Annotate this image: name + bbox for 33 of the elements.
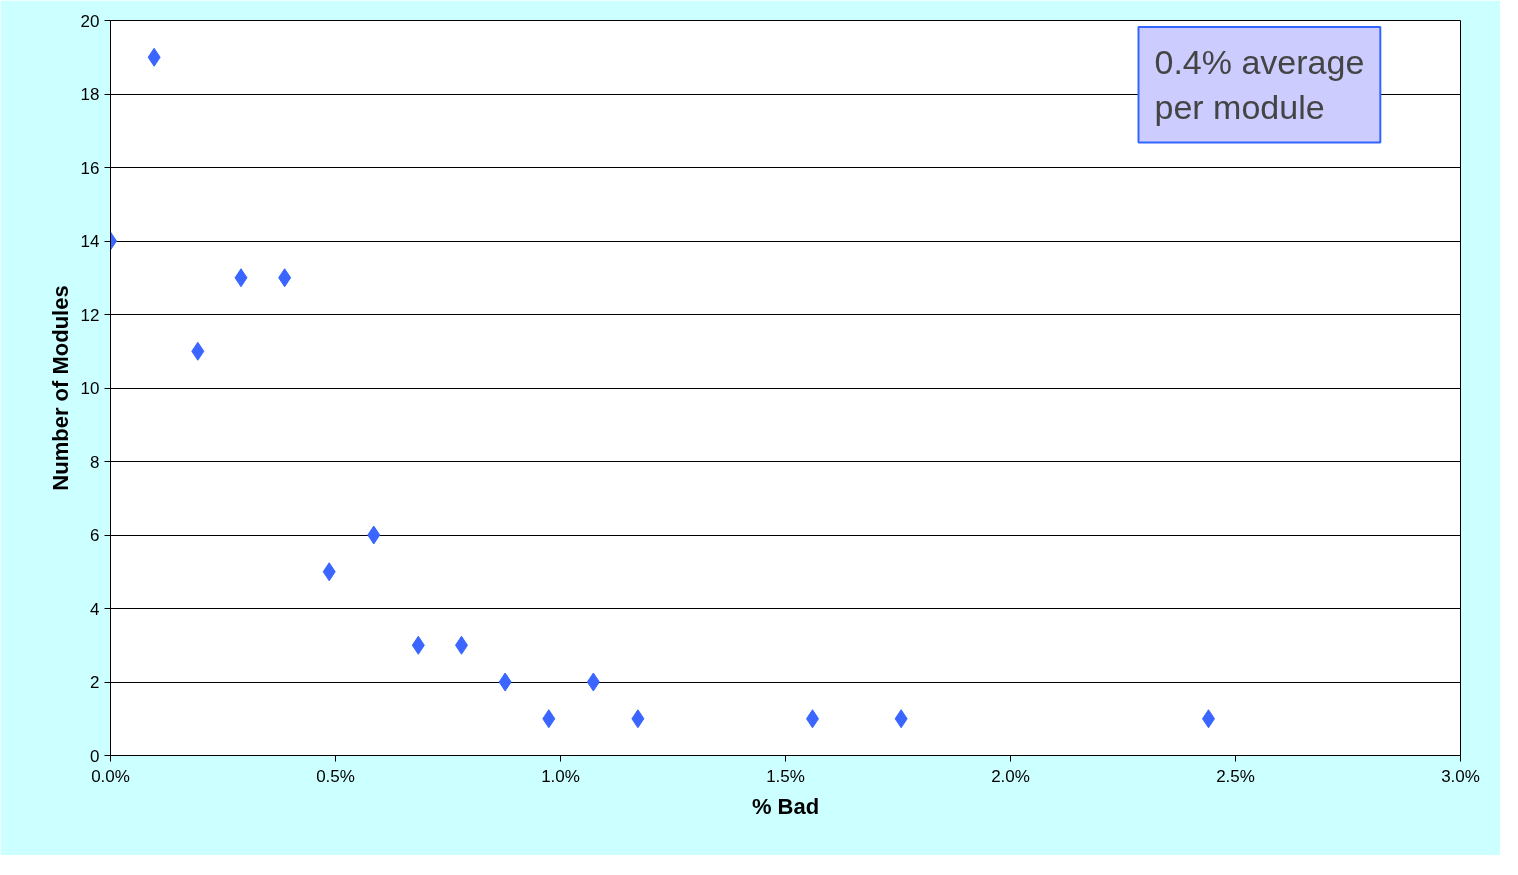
y-tick-label: 8 xyxy=(90,452,100,472)
x-axis-title: % Bad xyxy=(751,793,820,819)
point xyxy=(498,672,512,692)
annotation: 0.4% average per module xyxy=(1154,42,1365,127)
y-tick-label: 10 xyxy=(80,379,100,398)
x-tick-label: 3.0% xyxy=(1441,766,1480,786)
point xyxy=(191,341,205,361)
y-tick-label: 16 xyxy=(80,158,100,178)
x-tick-label: 0.5% xyxy=(316,766,355,786)
x-tick-label: 2.0% xyxy=(991,766,1030,786)
x-tick-label: 1.5% xyxy=(766,766,805,786)
point xyxy=(322,562,336,582)
point xyxy=(411,635,425,655)
x-tick-label: 1.0% xyxy=(541,766,580,786)
point xyxy=(631,709,645,729)
y-tick-label: 6 xyxy=(90,526,100,545)
y-tick-label: 0 xyxy=(90,746,100,766)
point xyxy=(542,709,556,729)
y-tick-label: 14 xyxy=(80,232,100,251)
point xyxy=(147,47,161,67)
y-tick-label: 2 xyxy=(90,673,100,692)
y-tick-label: 4 xyxy=(90,599,100,619)
y-tick-label: 12 xyxy=(80,305,100,325)
x-tick-label: 0.0% xyxy=(91,766,130,786)
point xyxy=(586,672,600,692)
y-axis-title: Number of Modules xyxy=(47,285,73,491)
point xyxy=(278,268,292,288)
y-tick-label: 20 xyxy=(80,11,100,31)
point xyxy=(894,709,908,729)
x-tick-label: 2.5% xyxy=(1216,766,1255,786)
y-tick-label: 18 xyxy=(80,85,100,104)
point xyxy=(234,268,248,288)
point xyxy=(367,525,381,545)
